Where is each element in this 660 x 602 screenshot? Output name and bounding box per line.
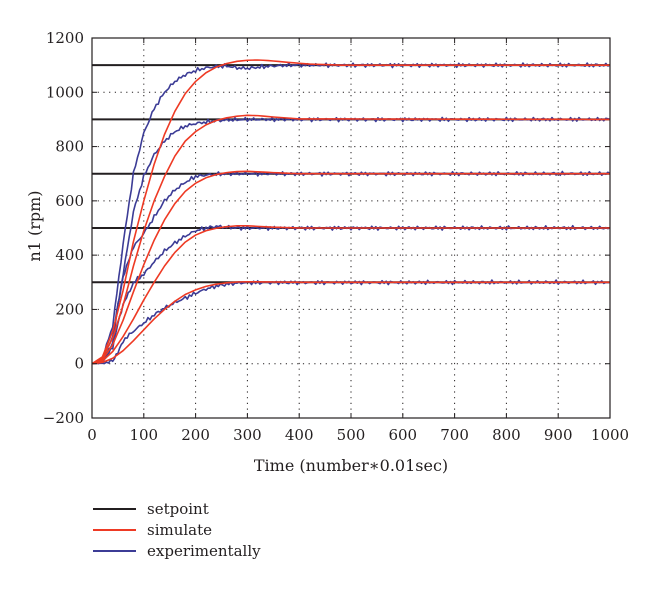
y-tick-label: 1200 (46, 29, 84, 47)
x-tick-label: 0 (87, 426, 97, 444)
y-tick-label: 600 (55, 192, 84, 210)
x-axis-label: Time (number∗0.01sec) (254, 456, 448, 475)
x-tick-label: 100 (129, 426, 158, 444)
simulate-line (91, 59, 610, 365)
legend-label: experimentally (147, 542, 261, 560)
simulate-line (91, 170, 610, 365)
x-tick-label: 700 (440, 426, 469, 444)
experimentally-line (91, 116, 611, 365)
y-tick-labels: −200 0 200 400 600 800 1000 1200 (43, 29, 84, 427)
x-tick-label: 200 (181, 426, 210, 444)
y-tick-label: 200 (55, 300, 84, 318)
y-tick-label: −200 (43, 409, 84, 427)
simulate-line (91, 280, 610, 365)
x-tick-label: 800 (492, 426, 521, 444)
x-tick-labels: 0 100 200 300 400 500 600 700 800 900 1000 (87, 426, 629, 444)
x-tick-label: 1000 (591, 426, 629, 444)
x-tick-label: 400 (285, 426, 314, 444)
grid (92, 38, 610, 418)
y-axis-label: n1 (rpm) (25, 190, 44, 261)
y-tick-label: 800 (55, 138, 84, 156)
simulate-line (91, 114, 611, 365)
experimentally-line (91, 170, 611, 365)
tick-marks (91, 37, 611, 419)
y-tick-label: 1000 (46, 83, 84, 101)
x-tick-label: 500 (337, 426, 366, 444)
x-tick-label: 600 (388, 426, 417, 444)
x-tick-label: 300 (233, 426, 262, 444)
legend: setpoint simulate experimentally (93, 500, 261, 560)
y-tick-label: 0 (74, 355, 84, 373)
legend-label: simulate (147, 521, 212, 539)
experimentally-line (91, 279, 611, 365)
x-tick-label: 900 (544, 426, 573, 444)
series-lines (91, 59, 611, 365)
y-tick-label: 400 (55, 246, 84, 264)
experimentally-line (91, 62, 611, 365)
legend-label: setpoint (147, 500, 209, 518)
simulate-line (91, 225, 610, 365)
